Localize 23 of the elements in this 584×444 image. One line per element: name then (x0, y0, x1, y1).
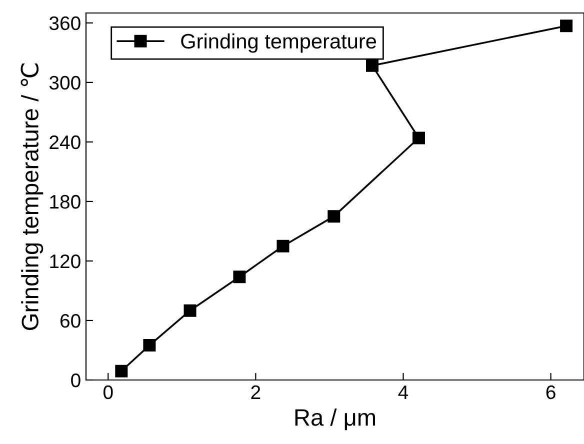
y-tick-label: 360 (49, 16, 80, 30)
y-tick-label: 240 (50, 135, 80, 150)
y-axis-title: Grinding temperature / ℃ (20, 64, 44, 330)
point (366, 59, 379, 72)
point (412, 132, 425, 144)
y-tick-label: 120 (50, 254, 80, 268)
y-tick-label: 0 (71, 373, 80, 388)
y-tick-label: 180 (50, 194, 80, 209)
point (184, 304, 196, 317)
point (143, 339, 156, 352)
x-axis-title: Ra / μm (295, 408, 376, 430)
point (115, 364, 128, 378)
legend-label: Grinding temperature (181, 33, 376, 53)
x-tick-label: 2 (251, 385, 260, 399)
point (328, 210, 340, 223)
x-tick-label: 6 (546, 385, 556, 400)
y-tick-label: 300 (49, 76, 80, 90)
x-tick-label: 4 (398, 386, 408, 399)
y-tick-label: 60 (60, 314, 80, 328)
point (233, 270, 246, 284)
point (276, 240, 290, 252)
x-tick-label: 0 (103, 385, 113, 400)
point (560, 20, 573, 32)
